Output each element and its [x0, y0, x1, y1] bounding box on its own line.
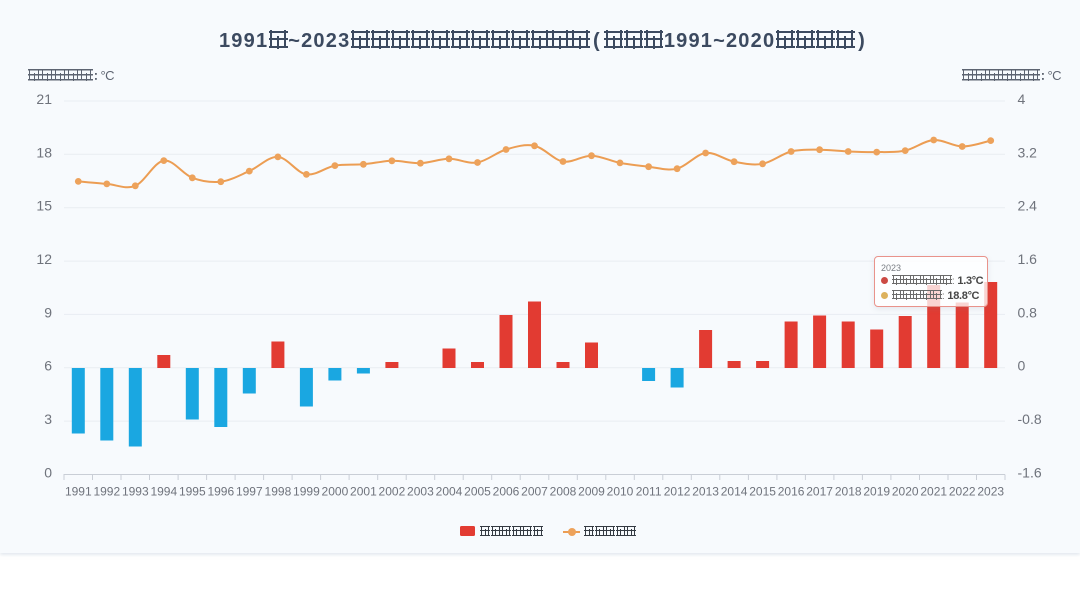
svg-text:2001: 2001: [350, 485, 377, 499]
svg-text:1996: 1996: [207, 485, 234, 499]
svg-text:2002: 2002: [379, 485, 406, 499]
svg-text:1995: 1995: [179, 485, 206, 499]
svg-text:1998: 1998: [265, 485, 292, 499]
svg-text:21: 21: [36, 91, 52, 107]
svg-text:0.8: 0.8: [1018, 304, 1038, 320]
svg-text:4: 4: [1018, 91, 1026, 107]
svg-text:2023: 2023: [977, 485, 1004, 499]
svg-text:2014: 2014: [721, 485, 748, 499]
svg-text:2008: 2008: [550, 485, 577, 499]
svg-text:1993: 1993: [122, 485, 149, 499]
svg-text:2006: 2006: [493, 485, 520, 499]
svg-text:0: 0: [44, 464, 52, 480]
svg-text:2003: 2003: [407, 485, 434, 499]
svg-text:2020: 2020: [892, 485, 919, 499]
svg-text:2011: 2011: [636, 485, 662, 499]
svg-text:1999: 1999: [293, 485, 320, 499]
svg-text:-0.8: -0.8: [1018, 411, 1042, 427]
svg-text:2021: 2021: [920, 485, 947, 499]
svg-text:1994: 1994: [150, 485, 177, 499]
svg-text:2000: 2000: [322, 485, 349, 499]
svg-text:9: 9: [44, 304, 52, 320]
svg-text:2017: 2017: [806, 485, 833, 499]
svg-text:2018: 2018: [835, 485, 862, 499]
svg-text:2016: 2016: [778, 485, 805, 499]
svg-text:12: 12: [36, 251, 52, 267]
svg-text:3: 3: [44, 411, 52, 427]
svg-text:2005: 2005: [464, 485, 491, 499]
svg-text:2004: 2004: [436, 485, 463, 499]
svg-text:2013: 2013: [692, 485, 719, 499]
svg-text:2019: 2019: [863, 485, 890, 499]
svg-text:18: 18: [36, 144, 52, 160]
svg-text:1997: 1997: [236, 485, 263, 499]
svg-text:2015: 2015: [749, 485, 776, 499]
svg-text:2009: 2009: [578, 485, 605, 499]
svg-text:1.6: 1.6: [1018, 251, 1038, 267]
svg-text:3.2: 3.2: [1018, 144, 1038, 160]
svg-text:2.4: 2.4: [1018, 198, 1038, 214]
svg-text:0: 0: [1018, 358, 1026, 374]
svg-text:1991: 1991: [65, 485, 92, 499]
svg-text:2022: 2022: [949, 485, 976, 499]
svg-text:2007: 2007: [521, 485, 548, 499]
svg-text:2012: 2012: [664, 485, 691, 499]
svg-text:15: 15: [36, 198, 52, 214]
svg-text:1992: 1992: [93, 485, 120, 499]
svg-text:-1.6: -1.6: [1018, 464, 1042, 480]
svg-text:2010: 2010: [607, 485, 634, 499]
svg-text:6: 6: [44, 358, 52, 374]
